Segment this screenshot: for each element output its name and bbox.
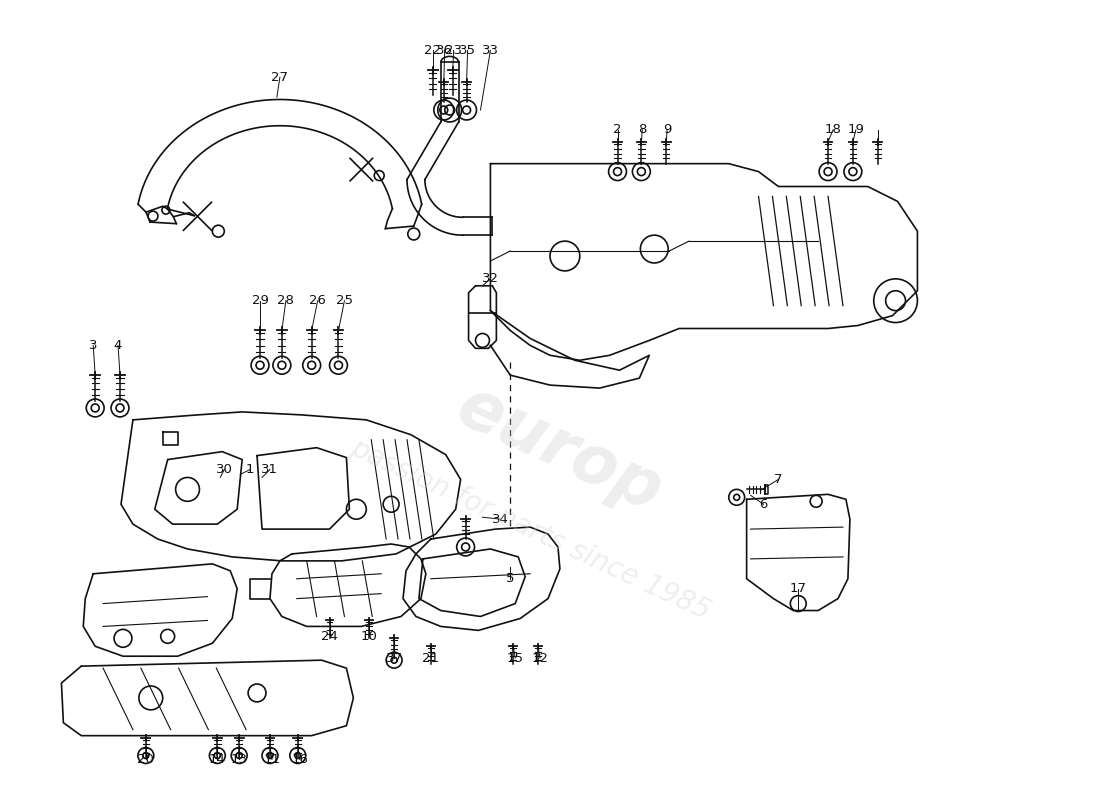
Text: 28: 28 — [277, 294, 295, 307]
Text: 23: 23 — [446, 44, 462, 57]
Text: 2: 2 — [614, 123, 622, 136]
Text: 26: 26 — [309, 294, 326, 307]
Text: 7: 7 — [774, 473, 783, 486]
Text: 17: 17 — [790, 582, 806, 595]
Text: 3: 3 — [89, 339, 98, 352]
Text: 14: 14 — [209, 753, 226, 766]
Text: 27: 27 — [272, 70, 288, 84]
Text: 31: 31 — [262, 463, 278, 476]
Text: europ: europ — [447, 374, 673, 526]
Text: 24: 24 — [321, 630, 338, 643]
Text: 12: 12 — [531, 652, 549, 665]
Text: 19: 19 — [847, 123, 865, 136]
Text: 10: 10 — [361, 630, 377, 643]
Text: 32: 32 — [482, 272, 499, 286]
Text: 34: 34 — [492, 513, 509, 526]
Text: 30: 30 — [216, 463, 233, 476]
Text: 1: 1 — [245, 463, 254, 476]
Text: 5: 5 — [506, 572, 515, 586]
Text: 16: 16 — [292, 753, 308, 766]
Text: 11: 11 — [263, 753, 280, 766]
Text: 35: 35 — [459, 44, 476, 57]
Text: 20: 20 — [138, 753, 154, 766]
Text: 37: 37 — [386, 652, 403, 665]
Text: 4: 4 — [113, 339, 122, 352]
Text: 13: 13 — [231, 753, 248, 766]
Text: 21: 21 — [422, 652, 439, 665]
Text: 18: 18 — [825, 123, 842, 136]
Text: 9: 9 — [663, 123, 671, 136]
Text: 33: 33 — [482, 44, 499, 57]
Text: 15: 15 — [507, 652, 524, 665]
Text: 36: 36 — [437, 44, 453, 57]
Text: 6: 6 — [759, 498, 768, 510]
Text: passion for parts since 1985: passion for parts since 1985 — [345, 434, 715, 625]
Text: 25: 25 — [336, 294, 353, 307]
Text: 29: 29 — [252, 294, 268, 307]
Text: 8: 8 — [638, 123, 647, 136]
Text: 22: 22 — [425, 44, 441, 57]
